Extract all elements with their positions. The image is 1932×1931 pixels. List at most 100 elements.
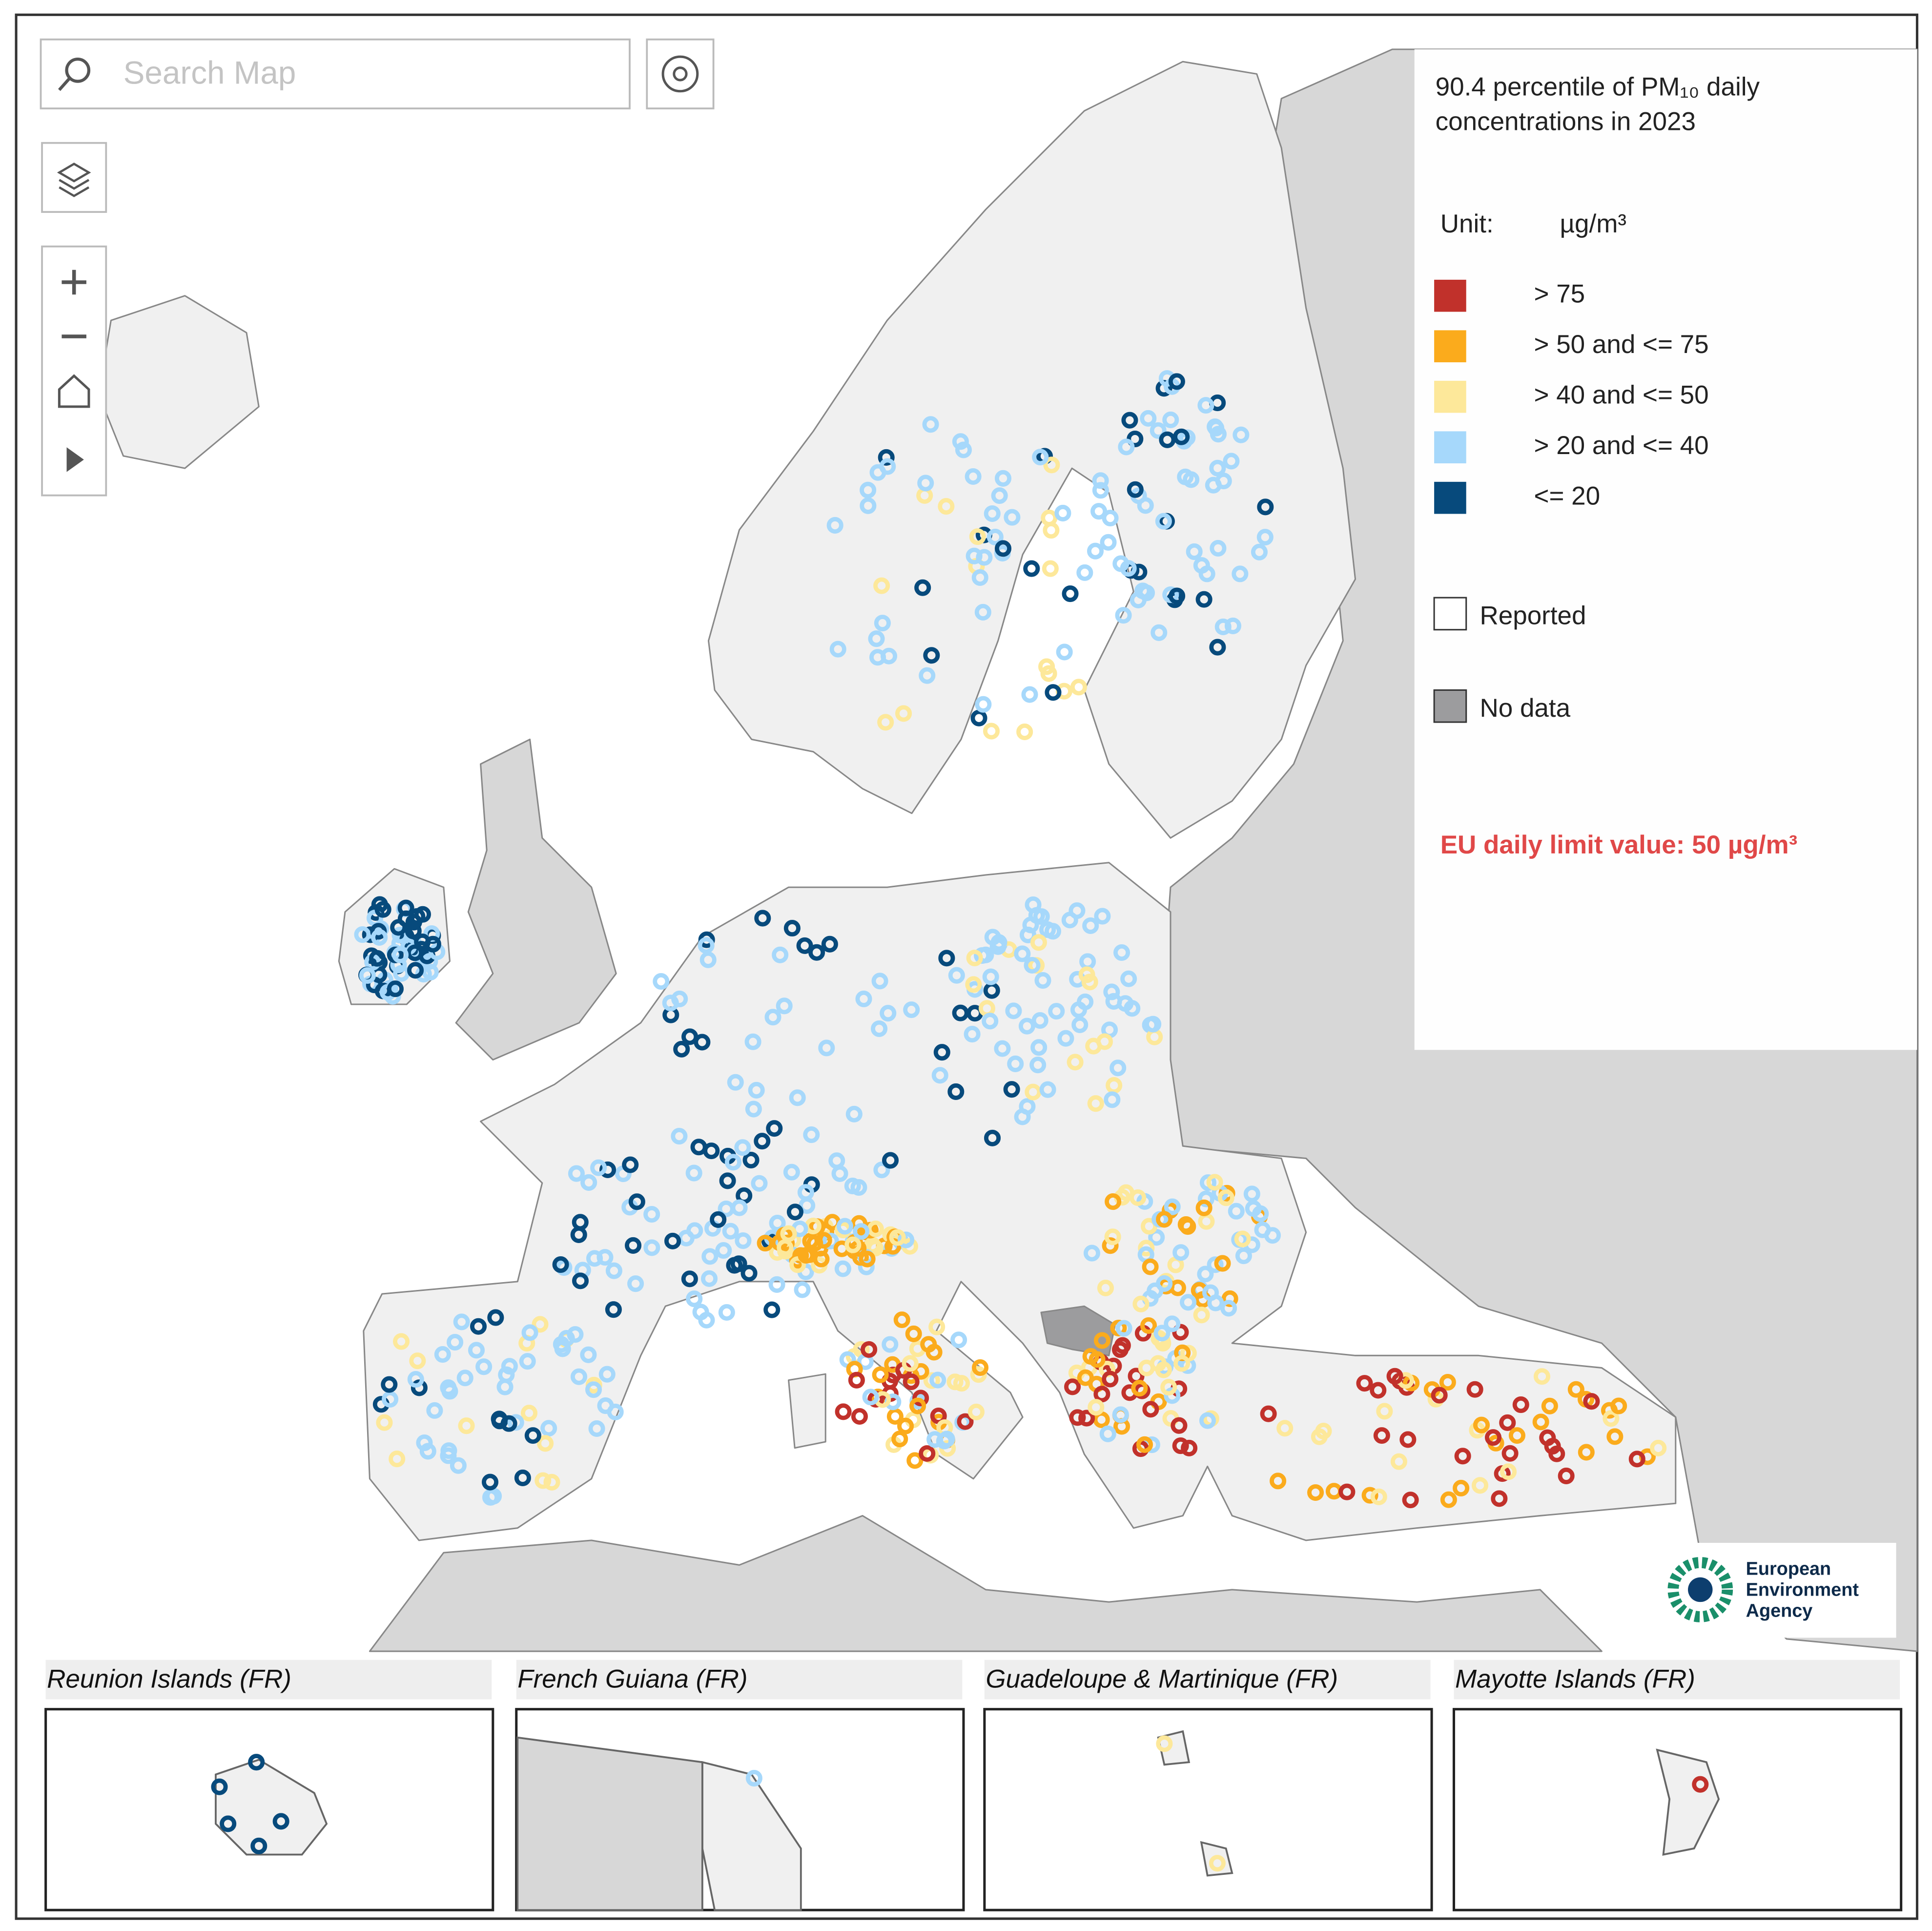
station-dot (860, 481, 877, 498)
legend-class-label: > 20 and <= 40 (1534, 431, 1709, 460)
station-dot (848, 1371, 865, 1389)
station-dot (1076, 564, 1093, 581)
station-dot (389, 1451, 406, 1468)
station-dot (1021, 686, 1038, 703)
station-dot (1567, 1381, 1584, 1398)
station-dot (1214, 618, 1232, 635)
station-dot (1082, 917, 1099, 934)
station-dot (906, 1452, 924, 1469)
station-dot (815, 1232, 832, 1249)
station-dot (1173, 1355, 1191, 1372)
station-dot (1018, 1017, 1035, 1035)
layers-button[interactable] (41, 142, 107, 213)
station-dot (686, 1222, 703, 1239)
station-dot (1057, 1030, 1074, 1047)
station-dot (1373, 1427, 1390, 1444)
station-dot (766, 1120, 783, 1137)
station-dot (873, 577, 890, 594)
station-dot (1628, 1451, 1645, 1468)
station-dot (1118, 438, 1135, 456)
station-dot (1453, 1479, 1470, 1496)
station-dot (1019, 926, 1036, 943)
play-button[interactable] (66, 447, 84, 472)
station-dot (905, 1325, 922, 1342)
station-dot (1471, 1477, 1489, 1494)
station-dot (1093, 1386, 1110, 1403)
station-dot (974, 603, 991, 621)
station-dot (1088, 1399, 1105, 1416)
station-dot (1210, 540, 1227, 557)
station-dot (1048, 1003, 1065, 1020)
station-dot (487, 1309, 504, 1326)
station-dot (1033, 908, 1050, 925)
station-dot (382, 1391, 399, 1408)
station-dot (440, 1379, 457, 1396)
station-dot (976, 549, 993, 566)
station-dot (698, 1311, 715, 1329)
station-dot (1061, 912, 1078, 929)
station-dot (1003, 1081, 1020, 1098)
station-dot (893, 1311, 910, 1329)
station-dot (407, 1370, 424, 1388)
station-dot (764, 1009, 781, 1026)
station-dot (1132, 1295, 1150, 1312)
station-dot (742, 1151, 760, 1169)
station-dot (1034, 972, 1051, 989)
station-dot (1043, 457, 1060, 474)
station-dot (588, 1420, 605, 1437)
legend-swatch (1434, 481, 1466, 514)
legend-swatch (1434, 380, 1466, 413)
station-dot (931, 1067, 948, 1084)
station-dot (1197, 1190, 1214, 1207)
station-dot (1045, 684, 1062, 701)
station-dot (710, 1211, 727, 1228)
home-button[interactable] (58, 374, 90, 408)
station-dot (1199, 1174, 1216, 1191)
station-dot (895, 705, 912, 722)
station-dot (950, 1331, 967, 1349)
locate-button[interactable] (646, 38, 715, 109)
station-dot (622, 1156, 639, 1173)
station-dot (853, 1223, 870, 1240)
station-dot (1171, 1417, 1188, 1434)
station-dot (796, 937, 813, 954)
station-dot (1114, 1337, 1131, 1354)
station-dot (971, 569, 988, 586)
station-dot (1150, 422, 1167, 439)
station-dot (624, 1237, 642, 1254)
legend-class-label: <= 20 (1534, 482, 1601, 511)
station-dot (874, 615, 891, 632)
station-dot (1541, 1397, 1558, 1414)
station-dot (1067, 1054, 1084, 1071)
station-dot (965, 976, 982, 993)
station-dot (1193, 1307, 1210, 1324)
search-box[interactable]: Search Map (40, 38, 631, 109)
station-dot (599, 1161, 617, 1179)
station-dot (826, 517, 843, 534)
insets: Reunion Islands (FR) French Guiana (FR) Gu… (44, 1660, 1903, 1911)
station-dot (1260, 1405, 1277, 1422)
no-data-label: No data (1480, 694, 1570, 723)
station-dot (1014, 945, 1031, 962)
station-dot (1141, 1218, 1158, 1235)
station-dot (598, 1366, 616, 1383)
station-dot (735, 1232, 752, 1249)
zoom-in[interactable] (62, 270, 86, 295)
station-dot (1183, 471, 1200, 488)
station-dot (552, 1256, 569, 1273)
station-dot (1533, 1368, 1550, 1385)
station-dot (1150, 1355, 1167, 1372)
station-dot (376, 1414, 393, 1431)
station-dot (1214, 1255, 1231, 1272)
station-dot (1583, 1393, 1600, 1410)
station-dot (1160, 1379, 1177, 1396)
station-dot (1124, 1000, 1141, 1017)
station-dot (957, 1413, 974, 1430)
station-dot (873, 1162, 890, 1179)
station-dot (831, 1165, 848, 1182)
legend-class-label: > 40 and <= 50 (1534, 381, 1709, 410)
legend-class-label: > 75 (1534, 280, 1585, 309)
station-dot (786, 1204, 803, 1221)
inset-title-bar (1454, 1660, 1900, 1700)
station-dot (928, 1318, 945, 1335)
